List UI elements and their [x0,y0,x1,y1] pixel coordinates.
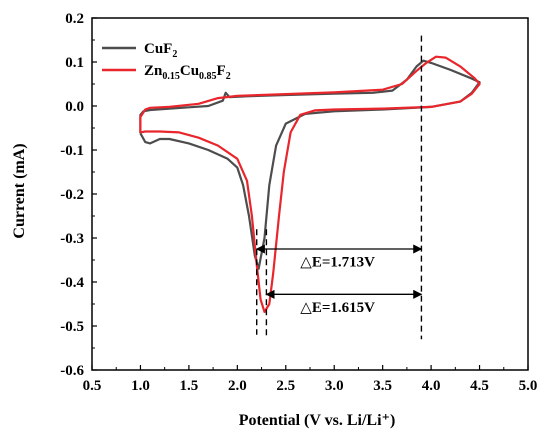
legend-label-0: CuF2 [144,41,177,60]
x-axis-label: Potential (V vs. Li/Li⁺) [239,412,396,429]
x-tick-label: 2.5 [276,378,295,394]
x-tick-label: 5.0 [519,378,538,394]
delta-e-label: △E=1.713V [300,255,375,271]
y-tick-label: -0.2 [60,187,84,203]
y-tick-label: -0.6 [60,363,84,379]
x-tick-label: 1.5 [180,378,199,394]
y-tick-label: -0.1 [60,143,84,159]
y-tick-label: -0.3 [60,231,84,247]
series-line-0 [139,59,481,270]
x-tick-label: 2.0 [228,378,247,394]
x-tick-label: 3.0 [325,378,344,394]
x-tick-label: 1.0 [131,378,150,394]
x-tick-label: 0.5 [83,378,102,394]
x-tick-label: 3.5 [373,378,392,394]
y-axis-label: Current (mA) [11,143,28,238]
y-tick-label: 0.1 [65,55,84,71]
legend-label-1: Zn0.15Cu0.85F2 [144,63,231,82]
y-tick-label: 0.0 [65,99,84,115]
x-tick-label: 4.5 [470,378,489,394]
series-line-1 [139,55,481,313]
x-tick-label: 4.0 [422,378,441,394]
y-tick-label: -0.4 [60,275,84,291]
y-tick-label: -0.5 [60,319,84,335]
delta-e-label: △E=1.615V [300,300,375,316]
y-tick-label: 0.2 [65,11,84,27]
